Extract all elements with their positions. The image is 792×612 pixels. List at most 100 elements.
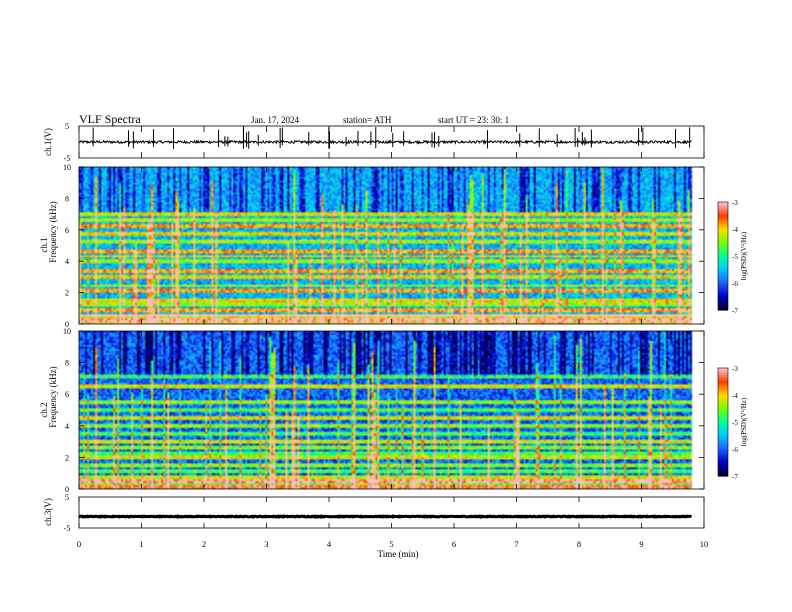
colorbar-swatch	[718, 443, 728, 446]
colorbar-swatch	[718, 470, 728, 473]
colorbar-swatch	[718, 450, 728, 454]
colorbar-swatch	[718, 292, 728, 295]
colorbar-swatch	[718, 238, 728, 241]
colorbar-swatch	[718, 386, 728, 389]
colorbar-swatch	[718, 438, 728, 441]
colorbar-swatch	[718, 467, 728, 470]
colorbar-swatch	[718, 212, 728, 216]
time-axis-label: Time (min)	[378, 549, 419, 559]
colorbar-swatch	[718, 431, 728, 434]
freq-tick-label: 2	[65, 289, 69, 298]
colorbar-tick-label: -5	[732, 253, 738, 261]
colorbar-swatch	[718, 398, 728, 401]
colorbar-swatch	[718, 211, 728, 214]
colorbar-swatch	[718, 400, 728, 403]
colorbar-swatch	[718, 306, 728, 309]
ch1-spikes	[92, 126, 691, 149]
colorbar-swatch	[718, 465, 728, 468]
colorbar-swatch	[718, 389, 728, 392]
freq-tick-label: 4	[65, 257, 69, 266]
colorbar-label: log(PSD)(V²/Hz)	[740, 231, 748, 280]
colorbar-swatch	[718, 418, 728, 421]
colorbar-tick-label: -3	[732, 199, 738, 207]
colorbar-swatch	[718, 405, 728, 409]
colorbar-swatch	[718, 286, 728, 289]
colorbar-swatch	[718, 474, 728, 477]
freq-tick-label: 10	[63, 163, 71, 172]
colorbar-swatch	[718, 416, 728, 419]
colorbar-swatch	[718, 227, 728, 230]
colorbar-swatch	[718, 459, 728, 463]
colorbar-swatch	[718, 220, 728, 223]
colorbar-swatch	[718, 230, 728, 234]
colorbar-swatch	[718, 422, 728, 425]
colorbar-swatch	[718, 250, 728, 253]
colorbar-swatch	[718, 297, 728, 300]
colorbar-swatch	[718, 272, 728, 275]
colorbar-swatch	[718, 205, 728, 208]
colorbar-swatch	[718, 461, 728, 464]
start-time-label: start UT = 23: 30: 1	[438, 115, 509, 125]
colorbar-swatch	[718, 263, 728, 266]
colorbar-frame	[717, 367, 729, 477]
station-label: station= ATH	[343, 115, 392, 125]
time-tick-label: 2	[202, 539, 206, 549]
freq-tick-label: 2	[65, 453, 69, 462]
time-tick-label: 0	[77, 539, 81, 549]
colorbar-swatch	[718, 223, 728, 226]
ch2-spectrogram-image	[79, 331, 704, 489]
colorbar-tick-label: -6	[732, 446, 738, 454]
colorbar-swatch	[718, 295, 728, 298]
ch2-spectrogram-channel-label: ch.2	[39, 402, 49, 417]
colorbar-swatch	[718, 413, 728, 416]
colorbar-swatch	[718, 425, 728, 428]
colorbar-swatch	[718, 402, 728, 405]
colorbar-swatch	[718, 414, 728, 418]
colorbar-swatch	[718, 241, 728, 244]
ch3-ylabel: ch.3(V)	[43, 498, 53, 526]
time-tick-label: 6	[452, 539, 456, 549]
colorbar-tick-label: -3	[732, 365, 738, 373]
colorbar-swatch	[718, 456, 728, 459]
colorbar-swatch	[718, 288, 728, 291]
freq-tick-label: 10	[63, 327, 71, 336]
colorbar-tick-label: -4	[732, 226, 738, 234]
colorbar-swatch	[718, 373, 728, 376]
ch1-ylabel: ch.1(V)	[43, 128, 53, 156]
colorbar-swatch	[718, 252, 728, 255]
ch1-colorbar: -3 -4 -5 -6 -7 log(PSD)(V²/Hz)	[717, 199, 748, 315]
colorbar-swatch	[718, 368, 728, 371]
colorbar-tick-label: -4	[732, 392, 738, 400]
colorbar-swatch	[718, 375, 728, 378]
colorbar-swatch	[718, 254, 728, 257]
colorbar-swatch	[718, 458, 728, 461]
colorbar-swatch	[718, 290, 728, 293]
colorbar-swatch	[718, 243, 728, 246]
colorbar-swatch	[718, 261, 728, 264]
ch3-ytick-bottom: -5	[64, 524, 71, 533]
ch1-ytick-top: 5	[65, 122, 69, 131]
freq-tick-label: 0	[65, 320, 69, 329]
colorbar-swatch	[718, 452, 728, 455]
colorbar-swatch	[718, 391, 728, 394]
colorbar-swatch	[718, 268, 728, 271]
colorbar-swatch	[718, 284, 728, 288]
colorbar-swatch	[718, 380, 728, 383]
time-tick-label: 5	[389, 539, 393, 549]
colorbar-swatch	[718, 302, 728, 306]
colorbar-swatch	[718, 279, 728, 282]
freq-tick-label: 6	[65, 390, 69, 399]
freq-tick-label: 6	[65, 226, 69, 235]
ch1-ytick-bottom: -5	[64, 154, 71, 163]
colorbar-swatch	[718, 248, 728, 252]
colorbar-swatch	[718, 423, 728, 427]
time-tick-label: 8	[577, 539, 581, 549]
colorbar-swatch	[718, 436, 728, 439]
colorbar-swatch	[718, 449, 728, 452]
ch2-spectrogram-ylabel: Frequency (kHz)	[48, 366, 58, 427]
ch2-freq-ticks: 0 2 4 6 8 10	[63, 327, 704, 494]
ch1-trace-panel: 5 -5 ch.1(V)	[43, 122, 705, 163]
colorbar-swatch	[718, 218, 728, 221]
colorbar-swatch	[718, 301, 728, 304]
